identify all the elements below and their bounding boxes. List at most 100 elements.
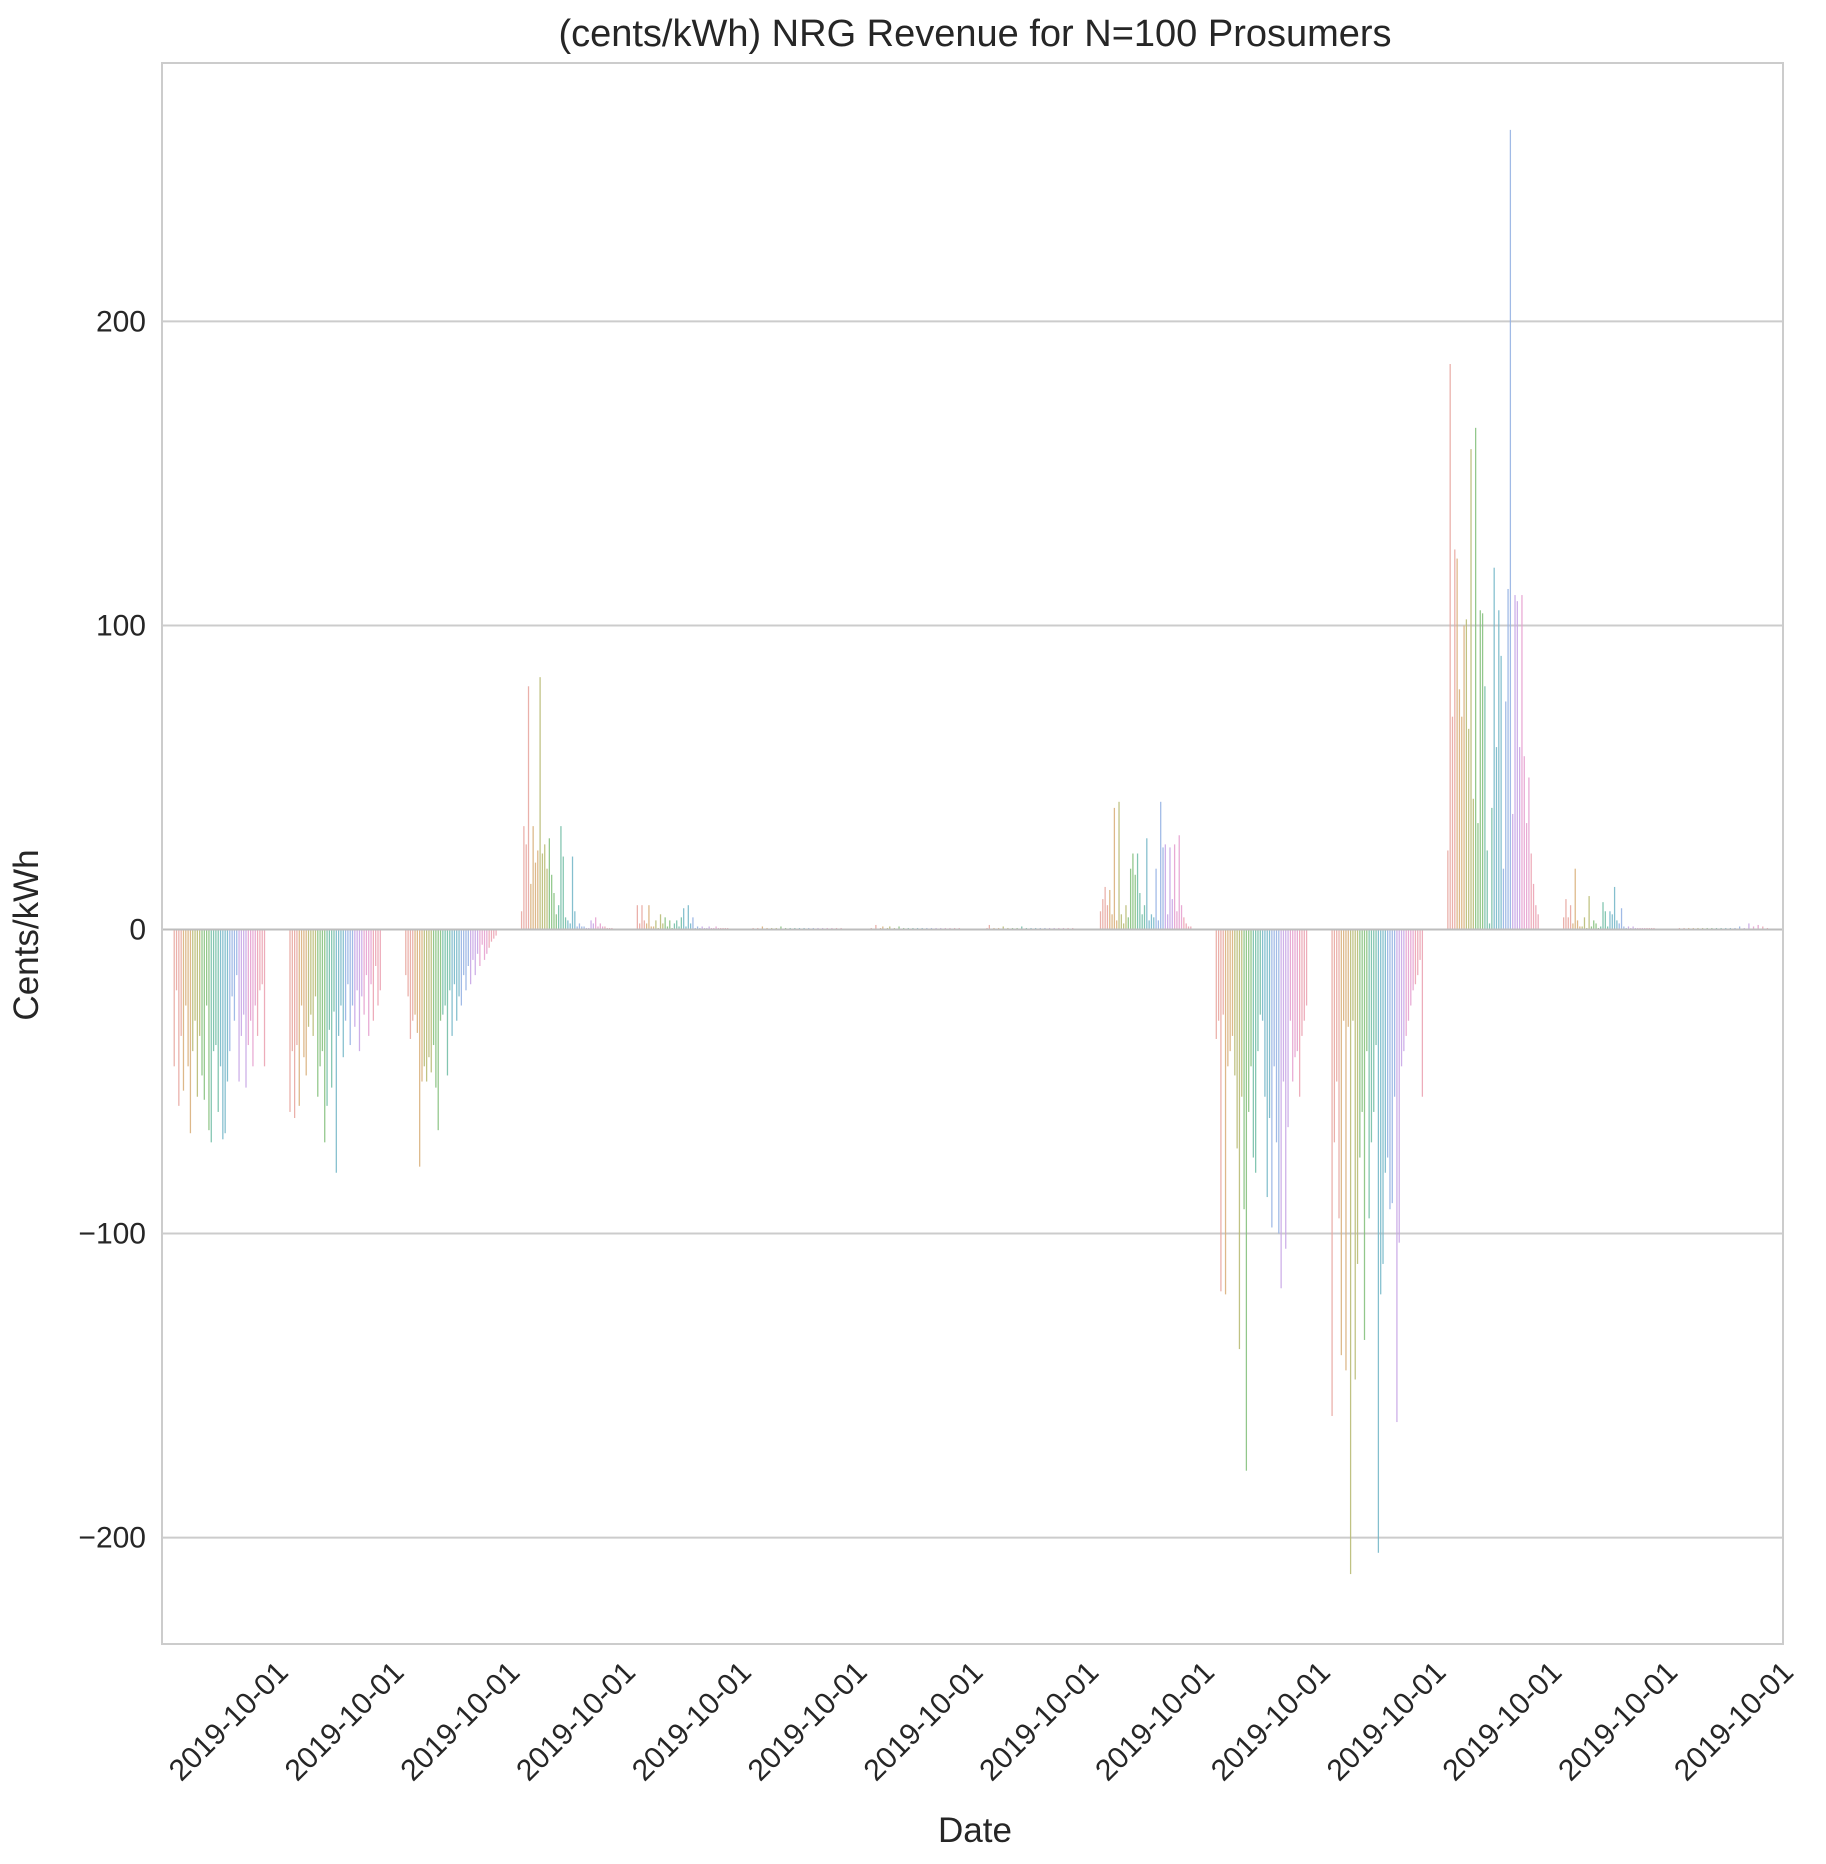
bar xyxy=(988,924,990,930)
bar xyxy=(344,929,347,1021)
bar xyxy=(546,868,548,930)
bar xyxy=(1382,929,1384,1264)
bar xyxy=(1600,926,1602,930)
bar xyxy=(1463,625,1465,930)
bar xyxy=(317,929,319,1097)
bar xyxy=(715,926,717,930)
bar xyxy=(1134,874,1136,930)
bar xyxy=(1414,929,1417,985)
bar xyxy=(423,929,425,1067)
bar xyxy=(1157,920,1160,930)
bar xyxy=(664,917,666,930)
bar xyxy=(1343,929,1345,1021)
bar xyxy=(219,929,222,1067)
bar xyxy=(648,905,650,930)
bar xyxy=(1220,929,1222,1292)
bar xyxy=(1261,929,1264,1021)
bar xyxy=(1278,929,1280,1234)
bar xyxy=(1519,747,1521,930)
bar xyxy=(442,929,444,1015)
bar xyxy=(379,929,381,991)
bar xyxy=(321,929,324,1052)
bar xyxy=(1180,905,1183,930)
bar xyxy=(453,929,456,985)
bar xyxy=(1109,889,1111,930)
bar xyxy=(689,923,692,930)
bar xyxy=(1132,853,1134,930)
bar xyxy=(372,929,374,1021)
bar xyxy=(1595,923,1597,930)
bar xyxy=(333,929,335,1012)
bar xyxy=(1377,929,1380,1553)
bar xyxy=(1340,929,1342,1356)
bar xyxy=(428,929,430,1058)
bar xyxy=(1611,914,1613,930)
bar xyxy=(523,826,525,930)
bar xyxy=(1248,929,1250,1112)
bar xyxy=(421,929,423,1082)
bar xyxy=(1331,929,1333,1416)
bar xyxy=(490,929,493,942)
bar xyxy=(1449,364,1451,930)
bar xyxy=(1125,905,1127,930)
bar xyxy=(1264,929,1266,1097)
bar xyxy=(222,929,224,1140)
bar xyxy=(1338,929,1340,1219)
bar xyxy=(1396,929,1398,1423)
bar xyxy=(243,929,245,1015)
bar xyxy=(182,929,185,1091)
bar xyxy=(1757,924,1759,930)
bar xyxy=(439,929,442,1021)
bar xyxy=(307,929,310,1027)
bar xyxy=(483,929,486,960)
bar xyxy=(430,929,432,1073)
bar xyxy=(1185,923,1187,930)
bar xyxy=(1224,929,1227,1295)
bar xyxy=(340,929,342,1006)
bar xyxy=(263,929,266,1067)
bar xyxy=(1762,926,1764,930)
bar xyxy=(449,929,451,991)
bar xyxy=(354,929,356,1027)
bar xyxy=(1301,929,1303,1036)
bar xyxy=(185,929,187,1006)
bar xyxy=(557,905,560,930)
bar xyxy=(1616,920,1618,930)
bar xyxy=(444,929,446,1006)
bar xyxy=(305,929,307,1076)
bar xyxy=(530,883,532,930)
bar xyxy=(1579,926,1581,930)
bar xyxy=(1271,929,1273,1228)
bar xyxy=(1530,853,1532,930)
bar xyxy=(1486,850,1488,930)
bar xyxy=(1363,929,1366,1340)
bar xyxy=(1456,558,1458,930)
bar xyxy=(1190,926,1192,930)
bar xyxy=(1231,929,1234,1036)
bar xyxy=(1412,929,1414,991)
bar xyxy=(1493,567,1495,930)
bar xyxy=(194,929,196,1021)
bar xyxy=(1535,905,1537,930)
bar xyxy=(544,844,546,930)
bar xyxy=(636,905,638,930)
bar xyxy=(650,926,652,930)
bar xyxy=(187,929,189,1067)
bar xyxy=(1285,929,1287,1249)
bar xyxy=(590,920,592,930)
bar xyxy=(1475,427,1477,930)
bar xyxy=(189,929,192,1134)
bar xyxy=(1222,929,1224,1015)
y-tick-label: 0 xyxy=(129,914,146,947)
bar xyxy=(432,929,435,1046)
bar xyxy=(1502,868,1505,930)
bar xyxy=(231,929,233,997)
bar xyxy=(1477,823,1479,930)
bar xyxy=(256,929,259,1036)
bar xyxy=(1479,610,1481,930)
bar xyxy=(560,826,562,930)
bar xyxy=(1120,914,1122,930)
bar xyxy=(375,929,377,966)
bar xyxy=(595,917,597,930)
bar xyxy=(599,923,601,930)
